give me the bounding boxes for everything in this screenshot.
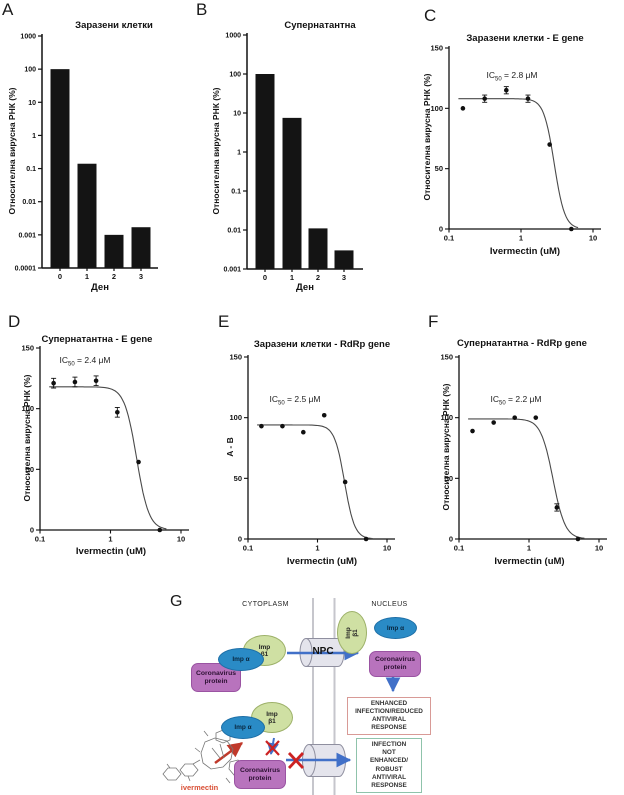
ic50-annotation-e: IC50 = 2.5 μM [269, 394, 321, 407]
panel-letter-e: E [218, 312, 230, 331]
y-axis-label-c: Относителна вирусна РНК (%) [422, 73, 432, 201]
x-axis-label-f: Ivermectin (uM) [494, 556, 565, 567]
svg-text:2: 2 [316, 273, 320, 282]
ic50-annotation-f: IC50 = 2.2 μM [490, 394, 542, 407]
svg-text:2: 2 [112, 272, 116, 281]
ivermectin-structure [162, 729, 245, 784]
svg-text:0.01: 0.01 [22, 199, 36, 206]
svg-text:1: 1 [237, 150, 241, 157]
svg-text:0: 0 [238, 535, 242, 544]
svg-text:100: 100 [440, 413, 453, 422]
panel-letter-f: F [428, 312, 439, 331]
imp-beta1-ellipse-npc: Imp β1 [337, 611, 367, 654]
x-axis-label-e: Ivermectin (uM) [286, 556, 358, 567]
panel-letter-d: D [8, 312, 21, 331]
imp-beta1-rotated-text: Imp β1 [345, 626, 359, 639]
x-axis-label-c: Ivermectin (uM) [489, 246, 561, 257]
panel-letter-b: B [196, 0, 208, 19]
svg-text:1: 1 [315, 544, 319, 553]
svg-text:100: 100 [21, 404, 34, 413]
nucleus-label: NUCLEUS [371, 601, 408, 608]
svg-text:0: 0 [58, 272, 62, 281]
chart-title-a: Заразени клетки [75, 20, 153, 31]
svg-text:0: 0 [439, 225, 443, 234]
chart-title-d: Супернатантна - E gene [41, 334, 153, 345]
svg-text:0.0001: 0.0001 [15, 266, 37, 273]
svg-text:0.1: 0.1 [26, 166, 36, 173]
panel-letter-g: G [170, 593, 183, 610]
svg-text:10: 10 [383, 544, 391, 553]
panel-letter-a: A [2, 0, 14, 19]
svg-text:0.001: 0.001 [18, 232, 36, 239]
svg-text:100: 100 [229, 413, 242, 422]
x-axis-label-a: Ден [91, 282, 109, 293]
x-axis-label-b: Ден [296, 282, 314, 293]
svg-text:50: 50 [26, 465, 34, 474]
imp-alpha-ellipse-nucleus: Imp α [374, 617, 417, 639]
y-axis-label-e: A - B [225, 437, 235, 457]
svg-text:0: 0 [263, 273, 267, 282]
imp-alpha-ellipse-cytoplasm: Imp α [218, 648, 264, 671]
svg-text:1: 1 [85, 272, 89, 281]
outcome-no-enhanced-infection-box: INFECTION NOT ENHANCED/ ROBUST ANTIVIRAL… [356, 738, 422, 793]
coronavirus-protein-box-blocked: Coronavirus protein [234, 760, 286, 789]
svg-text:1: 1 [108, 535, 112, 544]
ivermectin-label: ivermectin [180, 783, 219, 792]
svg-text:10: 10 [28, 100, 36, 107]
svg-text:0.001: 0.001 [223, 267, 241, 274]
ic50-annotation-c: IC50 = 2.8 μM [486, 70, 538, 83]
svg-text:1: 1 [527, 544, 531, 553]
chart-title-c: Заразени клетки - E gene [466, 33, 584, 44]
svg-text:1: 1 [290, 273, 294, 282]
outcome-enhanced-infection-box: ENHANCED INFECTION/REDUCED ANTIVIRAL RES… [347, 697, 431, 735]
svg-text:1: 1 [32, 133, 36, 140]
panel-letter-c: C [424, 6, 437, 25]
svg-text:150: 150 [430, 44, 443, 53]
npc-label: NPC [312, 646, 334, 657]
x-axis-label-d: Ivermectin (uM) [75, 546, 147, 557]
chart-title-b: Супернатантна [284, 20, 356, 31]
svg-text:0.1: 0.1 [35, 535, 45, 544]
svg-text:0.01: 0.01 [227, 228, 241, 235]
y-axis-label-d: Относителна вирусна РНК (%) [22, 374, 32, 502]
svg-text:50: 50 [234, 474, 242, 483]
svg-text:0.1: 0.1 [444, 234, 454, 243]
svg-text:0: 0 [449, 535, 453, 544]
svg-text:50: 50 [435, 164, 443, 173]
ic50-annotation-d: IC50 = 2.4 μM [59, 355, 111, 368]
svg-text:150: 150 [21, 344, 34, 353]
svg-text:0.1: 0.1 [231, 189, 241, 196]
svg-text:100: 100 [430, 104, 443, 113]
svg-text:50: 50 [445, 474, 453, 483]
svg-text:1: 1 [519, 234, 523, 243]
svg-text:1000: 1000 [225, 33, 241, 40]
svg-text:0: 0 [30, 526, 34, 535]
svg-text:150: 150 [229, 353, 242, 362]
y-axis-label-f: Относителна вирусна РНК (%) [441, 383, 451, 511]
coronavirus-protein-box-nucleus: Coronavirus protein [369, 651, 421, 677]
cytoplasm-label: CYTOPLASM [242, 601, 289, 608]
svg-text:100: 100 [24, 67, 36, 74]
imp-beta1-ellipse-blocked: Imp β1 [251, 702, 293, 733]
svg-text:3: 3 [342, 273, 346, 282]
y-axis-label-a: Относителна вирусна РНК (%) [7, 87, 17, 215]
svg-text:10: 10 [233, 111, 241, 118]
svg-text:10: 10 [589, 234, 597, 243]
y-axis-label-b: Относителна вирусна РНК (%) [211, 87, 221, 215]
svg-text:0.1: 0.1 [243, 544, 253, 553]
svg-text:100: 100 [229, 72, 241, 79]
chart-title-f: Супернатантна - RdRp gene [457, 338, 587, 349]
imp-alpha-ellipse-blocked: Imp α [221, 716, 265, 739]
svg-text:3: 3 [139, 272, 143, 281]
svg-text:1000: 1000 [20, 34, 36, 41]
svg-text:150: 150 [440, 353, 453, 362]
svg-text:10: 10 [595, 544, 603, 553]
chart-title-e: Заразени клетки - RdRp gene [253, 339, 391, 350]
svg-text:10: 10 [177, 535, 185, 544]
svg-text:0.1: 0.1 [454, 544, 464, 553]
